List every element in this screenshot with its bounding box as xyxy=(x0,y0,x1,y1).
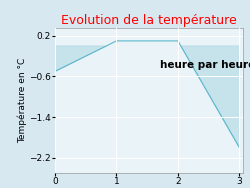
Y-axis label: Température en °C: Température en °C xyxy=(18,58,28,143)
Text: heure par heure: heure par heure xyxy=(160,60,250,70)
Title: Evolution de la température: Evolution de la température xyxy=(61,14,236,27)
